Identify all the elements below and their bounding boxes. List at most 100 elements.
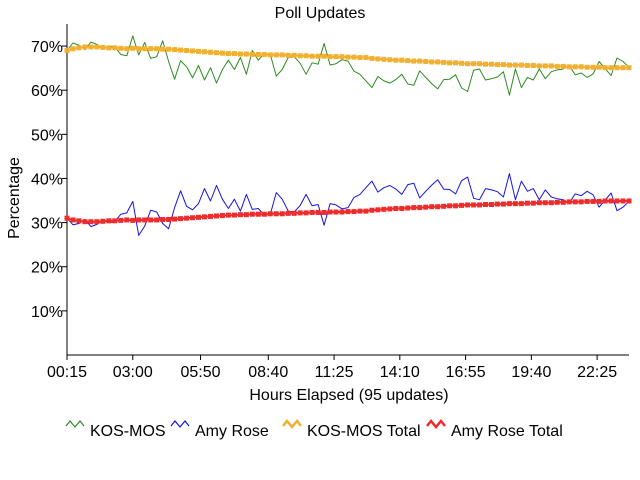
data-point	[219, 213, 225, 219]
data-point	[399, 205, 405, 211]
legend-label: Amy Rose	[195, 423, 269, 440]
data-point	[429, 59, 435, 65]
data-point	[100, 44, 106, 50]
data-point	[225, 212, 231, 218]
data-point	[375, 56, 381, 62]
data-point	[363, 55, 369, 61]
data-point	[405, 205, 411, 211]
data-point	[626, 198, 632, 204]
data-point	[172, 47, 178, 53]
data-point	[124, 46, 130, 52]
data-point	[542, 200, 548, 206]
data-point	[369, 55, 375, 61]
data-point	[118, 217, 124, 223]
data-point	[160, 46, 166, 52]
data-point	[494, 201, 500, 207]
data-point	[483, 61, 489, 67]
data-point	[596, 198, 602, 204]
data-point	[626, 65, 632, 71]
data-point	[219, 50, 225, 56]
data-point	[399, 57, 405, 63]
data-point	[82, 44, 88, 50]
x-tick-label: 00:15	[47, 364, 87, 381]
data-point	[118, 45, 124, 51]
data-point	[524, 200, 530, 206]
data-point	[94, 44, 100, 50]
legend-swatch-icon	[65, 420, 85, 428]
data-point	[596, 64, 602, 70]
data-point	[465, 202, 471, 208]
data-point	[465, 61, 471, 67]
data-point	[273, 52, 279, 58]
data-point	[267, 211, 273, 217]
data-point	[243, 212, 249, 218]
y-tick-label: 60%	[31, 83, 63, 100]
data-point	[154, 46, 160, 52]
data-point	[387, 206, 393, 212]
data-point	[566, 64, 572, 70]
data-point	[130, 217, 136, 223]
data-point	[554, 199, 560, 205]
data-point	[88, 219, 94, 225]
data-point	[297, 53, 303, 59]
data-point	[291, 210, 297, 216]
data-point	[303, 210, 309, 216]
data-point	[249, 51, 255, 57]
data-point	[315, 53, 321, 59]
data-point	[76, 218, 82, 224]
data-point	[76, 45, 82, 51]
y-tick-label: 40%	[31, 171, 63, 188]
data-point	[285, 52, 291, 58]
data-point	[483, 202, 489, 208]
data-point	[429, 204, 435, 210]
data-point	[255, 51, 261, 57]
data-point	[106, 218, 112, 224]
data-point	[447, 60, 453, 66]
data-point	[351, 209, 357, 215]
data-point	[471, 61, 477, 67]
data-point	[231, 51, 237, 57]
legend-item: KOS-MOS Total	[282, 419, 421, 440]
data-point	[100, 218, 106, 224]
data-point	[315, 209, 321, 215]
data-point	[584, 198, 590, 204]
x-tick-label: 03:00	[113, 364, 153, 381]
data-point	[202, 49, 208, 55]
data-point	[411, 58, 417, 64]
data-point	[88, 44, 94, 50]
x-tick-label: 08:40	[248, 364, 288, 381]
data-point	[447, 203, 453, 209]
y-tick-label: 10%	[31, 304, 63, 321]
data-point	[190, 48, 196, 54]
data-point	[608, 65, 614, 71]
data-point	[560, 63, 566, 69]
x-tick-label: 11:25	[315, 364, 354, 381]
data-point	[548, 200, 554, 206]
y-tick-label: 50%	[31, 127, 63, 144]
y-axis-label: Percentage	[6, 157, 23, 239]
data-point	[572, 199, 578, 205]
x-tick-label: 05:50	[181, 364, 221, 381]
data-point	[213, 213, 219, 219]
series-kos-mos	[66, 35, 630, 96]
data-point	[506, 201, 512, 207]
data-point	[387, 57, 393, 63]
data-point	[309, 209, 315, 215]
legend-item: Amy Rose	[170, 420, 269, 440]
data-point	[459, 60, 465, 66]
data-point	[584, 64, 590, 70]
data-point	[405, 58, 411, 64]
data-point	[124, 217, 130, 223]
data-point	[154, 217, 160, 223]
data-point	[453, 203, 459, 209]
data-point	[417, 58, 423, 64]
data-point	[411, 205, 417, 211]
data-point	[70, 46, 76, 52]
data-point	[142, 46, 148, 52]
data-point	[255, 211, 261, 217]
data-point	[518, 201, 524, 207]
data-point	[566, 199, 572, 205]
data-point	[620, 65, 626, 71]
data-point	[148, 46, 154, 52]
